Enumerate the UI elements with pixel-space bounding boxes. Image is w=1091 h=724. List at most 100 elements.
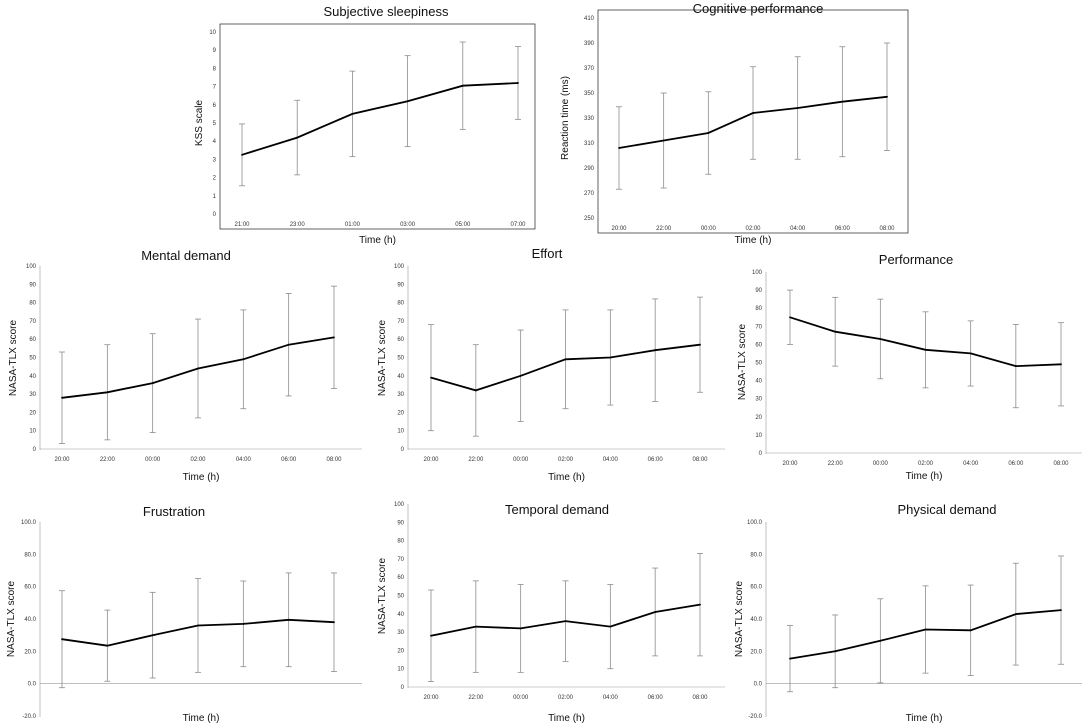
x-tick-label: 02:00 [190,457,206,463]
data-point [430,634,432,637]
data-point [1014,365,1017,368]
data-point [151,634,154,637]
data-point [789,657,791,660]
x-tick-label: 00:00 [701,226,717,232]
x-tick-label: 21:00 [234,222,250,228]
x-axis-label: Time (h) [906,471,943,482]
data-point [707,132,710,134]
x-tick-label: 08:00 [879,226,895,232]
y-tick-label: 5 [213,121,217,127]
data-point [924,628,927,631]
chart-effort: 0 10 20 30 40 50 60 70 80 90 100 20:00 22:00 00:00 02:… [377,246,725,483]
data-point [654,611,657,613]
y-tick-label: 100 [26,264,37,270]
data-point [662,139,665,142]
x-axis-label: Time (h) [906,713,943,724]
data-point [834,650,837,653]
data-point [879,639,882,642]
y-tick-label: 1 [213,194,217,200]
chart-title: Physical demand [898,502,997,517]
x-tick-label: 23:00 [290,222,306,228]
y-tick-label: 30 [29,392,36,398]
x-tick-label: 06:00 [648,695,664,701]
chart-title: Mental demand [141,248,231,263]
y-tick-label: 80.0 [24,552,36,558]
data-point [924,348,927,351]
x-axis-label: Time (h) [183,472,220,483]
y-tick-label: 100.0 [747,520,763,526]
y-tick-label: 40 [29,374,36,380]
y-tick-label: 0.0 [28,682,37,688]
y-tick-label: 20 [397,648,404,654]
data-point [752,112,754,114]
y-tick-label: 40.0 [24,617,36,623]
x-tick-label: 04:00 [236,457,252,463]
data-point [519,374,522,377]
data-point [618,147,620,149]
x-tick-label: 00:00 [513,695,529,701]
data-point [106,391,109,394]
x-tick-label: 08:00 [692,695,708,701]
y-tick-label: 90 [397,282,404,288]
chart-cognitive-performance: 250 270 290 310 330 350 370 390 410 20:00 22:00 00:… [560,1,909,246]
data-point [106,644,109,647]
data-point [287,343,290,346]
y-tick-label: 100 [394,264,405,270]
x-tick-label: 08:00 [692,457,708,463]
x-tick-label: 02:00 [918,461,934,467]
x-axis-label: Time (h) [735,235,772,246]
data-point [351,113,354,115]
y-tick-label: 0 [401,685,405,691]
y-tick-label: 30 [397,392,404,398]
y-tick-label: 0 [213,212,217,218]
y-tick-label: 60.0 [750,585,762,591]
x-tick-label: 08:00 [1053,461,1069,467]
y-tick-label: 60 [29,337,36,343]
x-tick-label: 04:00 [963,461,979,467]
y-tick-label: 90 [29,282,36,288]
data-point [1060,363,1062,366]
chart-title: Temporal demand [505,502,609,517]
x-tick-label: 04:00 [603,457,619,463]
y-tick-label: 0.0 [754,682,763,688]
y-tick-label: 70 [397,319,404,325]
series-line [241,82,519,156]
y-axis-label: KSS scale [194,99,205,146]
y-tick-label: 250 [584,216,595,222]
y-tick-label: 3 [213,157,217,163]
y-tick-label: 9 [213,48,217,54]
data-point [699,343,701,346]
y-axis-label: NASA-TLX score [737,323,748,400]
y-tick-label: 100 [394,502,405,508]
y-tick-label: 20 [397,410,404,416]
plot-frame [219,23,536,230]
x-tick-label: 06:00 [648,457,664,463]
x-tick-label: 22:00 [828,461,844,467]
x-tick-label: 20:00 [54,457,70,463]
y-tick-label: 4 [213,139,217,145]
y-tick-label: 60 [397,575,404,581]
y-tick-label: 0 [33,447,37,453]
y-tick-label: 30 [755,397,762,403]
y-tick-label: 8 [213,66,217,72]
data-point [61,638,63,641]
data-point [841,100,844,103]
x-tick-label: 20:00 [611,226,627,232]
x-tick-label: 00:00 [873,461,889,467]
y-axis-label: NASA-TLX score [6,580,17,657]
data-point [969,629,972,632]
data-point [519,627,522,630]
x-tick-label: 06:00 [281,457,297,463]
y-tick-label: 10 [397,667,404,673]
y-tick-label: 70 [755,324,762,330]
x-tick-label: 20:00 [423,457,439,463]
x-tick-label: 07:00 [510,222,526,228]
x-axis-label: Time (h) [359,235,396,246]
data-point [834,330,837,333]
y-tick-label: 90 [397,520,404,526]
x-tick-label: 02:00 [558,457,574,463]
x-tick-label: 22:00 [468,457,484,463]
data-point [564,620,567,623]
y-tick-label: 60.0 [24,585,36,591]
y-tick-label: 100.0 [21,520,37,526]
